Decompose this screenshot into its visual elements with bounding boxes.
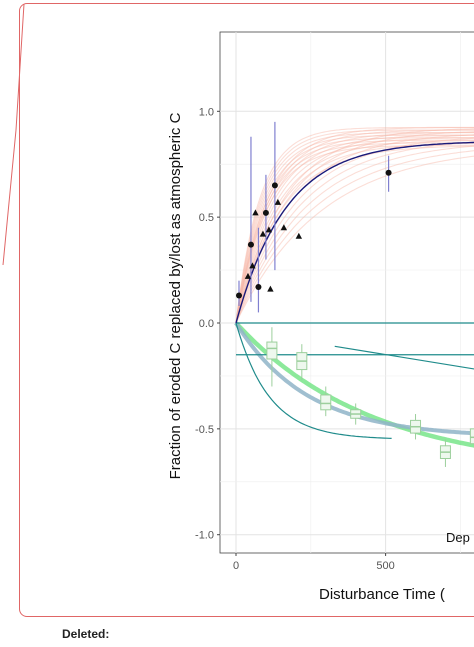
- replacement-sample-curve: [235, 129, 474, 324]
- loss-box-body: [266, 341, 278, 360]
- deleted-label: Deleted:: [62, 627, 110, 641]
- replacement-sample-curve: [235, 142, 474, 324]
- data-point-triangle: [244, 272, 252, 279]
- x-tick-label: 0: [233, 560, 239, 572]
- replacement-points: [235, 121, 392, 313]
- data-point-triangle: [274, 198, 282, 205]
- loss-box-body: [320, 394, 332, 411]
- y-axis-title: Fraction of eroded C replaced by/lost as…: [167, 112, 184, 479]
- comment-balloon-frame: [19, 3, 474, 617]
- replacement-sample-curve: [235, 131, 474, 324]
- loss-box: [350, 403, 362, 425]
- replacement-bands: [235, 126, 474, 324]
- replacement-sample-curve: [235, 145, 474, 324]
- x-axis-title: Disturbance Time (: [319, 586, 445, 603]
- loss-boxplots: [266, 327, 474, 467]
- y-tick-label: 0.5: [199, 212, 214, 224]
- data-point-circle: [247, 241, 254, 248]
- loss-box-body: [469, 428, 474, 445]
- replacement-sample-curve: [235, 134, 474, 324]
- loss-box: [320, 386, 332, 417]
- data-point-triangle: [265, 226, 273, 233]
- teal-slant-line: [334, 345, 474, 370]
- data-point-circle: [235, 292, 242, 299]
- data-point-circle: [385, 169, 392, 176]
- comment-connector-line: [2, 3, 25, 266]
- replacement-sample-curve: [235, 132, 474, 324]
- data-point-triangle: [267, 285, 274, 292]
- data-point-triangle: [249, 262, 256, 269]
- data-point-triangle: [280, 224, 288, 231]
- replacement-sample-curve: [235, 131, 474, 324]
- replacement-sample-curve: [235, 134, 474, 324]
- y-tick-label: 1.0: [199, 106, 214, 118]
- plot-panel: [219, 31, 474, 554]
- y-tick-label: -1.0: [195, 530, 214, 542]
- loss-fit-green-curve: [234, 321, 474, 448]
- replacement-sample-curve: [235, 150, 474, 324]
- replacement-sample-curve: [235, 155, 474, 324]
- loss-box: [266, 327, 278, 387]
- loss-box: [296, 344, 308, 381]
- replacement-sample-curve: [235, 139, 474, 324]
- replacement-sample-curve: [235, 145, 474, 324]
- loss-box: [439, 439, 451, 467]
- x-tick-label: 500: [376, 560, 394, 572]
- replacement-sample-curve: [235, 140, 474, 324]
- teal-fast-curve: [235, 322, 392, 439]
- loss-box: [469, 428, 474, 445]
- replacement-sample-curve: [235, 134, 474, 324]
- axis-ticks: -1.0-0.50.00.51.005001000150: [195, 106, 395, 572]
- data-point-triangle: [259, 230, 267, 237]
- loss-box: [410, 414, 422, 440]
- replacement-sample-curve: [235, 126, 474, 324]
- replacement-sample-curve: [235, 128, 474, 324]
- replacement-fit-curve: [235, 141, 474, 324]
- data-point-circle: [255, 284, 262, 291]
- replacement-sample-curve: [235, 126, 474, 324]
- replacement-sample-curve: [235, 137, 474, 324]
- y-tick-label: -0.5: [195, 424, 214, 436]
- annotation-label: Dep: [446, 530, 470, 545]
- data-point-circle: [262, 209, 269, 216]
- y-tick-label: 0.0: [199, 318, 214, 330]
- replacement-sample-curve: [235, 137, 474, 324]
- replacement-sample-curve: [235, 137, 474, 324]
- data-point-circle: [271, 182, 278, 189]
- data-point-triangle: [295, 232, 303, 239]
- data-point-triangle: [252, 209, 259, 216]
- replacement-sample-curve: [235, 144, 474, 324]
- replacement-sample-curve: [235, 129, 474, 324]
